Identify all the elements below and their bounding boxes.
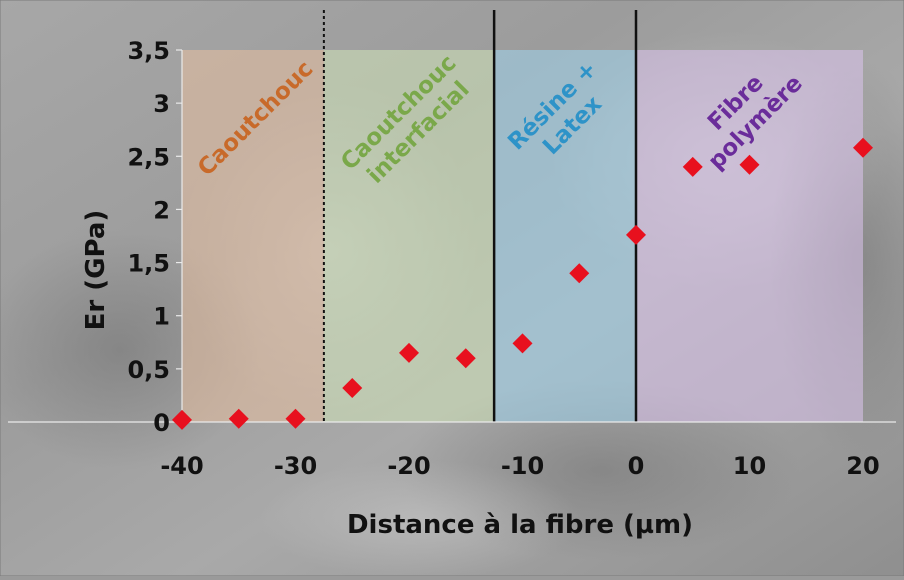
data-point [399, 342, 419, 363]
y-axis-label: Er (GPa) [81, 210, 111, 331]
data-point-layer [172, 137, 873, 430]
data-point [739, 154, 760, 175]
data-point [626, 224, 646, 245]
data-point [569, 263, 590, 284]
data-point [682, 156, 703, 177]
y-tick-label: 3 [153, 90, 170, 118]
region-band-2 [494, 50, 636, 422]
y-tick-label: 0,5 [127, 356, 170, 384]
data-point [512, 333, 533, 354]
axes-layer: Er (GPa) Distance à la fibre (µm) 0 0,5 1 1… [8, 37, 896, 540]
x-tick-label: -30 [274, 452, 317, 480]
y-tick-label: 2 [153, 196, 170, 224]
x-tick-label: -20 [387, 452, 430, 480]
data-point [853, 137, 873, 158]
x-tick-label: 10 [733, 452, 766, 480]
region-band-3 [636, 50, 863, 422]
x-axis-label: Distance à la fibre (µm) [347, 510, 693, 540]
x-tick-label: 20 [846, 452, 879, 480]
x-tick-label: 0 [628, 452, 645, 480]
y-tick-label: 1,5 [127, 250, 170, 278]
boundary-layer [322, 10, 638, 422]
data-point [172, 409, 192, 430]
data-point [228, 408, 249, 429]
data-point [342, 377, 363, 398]
y-tick-label: 1 [153, 303, 170, 331]
region-band-0 [182, 50, 324, 422]
y-tick-label: 2,5 [127, 143, 170, 171]
y-tick-label: 0 [153, 409, 170, 437]
x-tick-label: -10 [501, 452, 544, 480]
x-tick-label: -40 [160, 452, 203, 480]
data-point [455, 348, 476, 369]
data-point [285, 408, 306, 429]
y-tick-label: 3,5 [127, 37, 170, 65]
